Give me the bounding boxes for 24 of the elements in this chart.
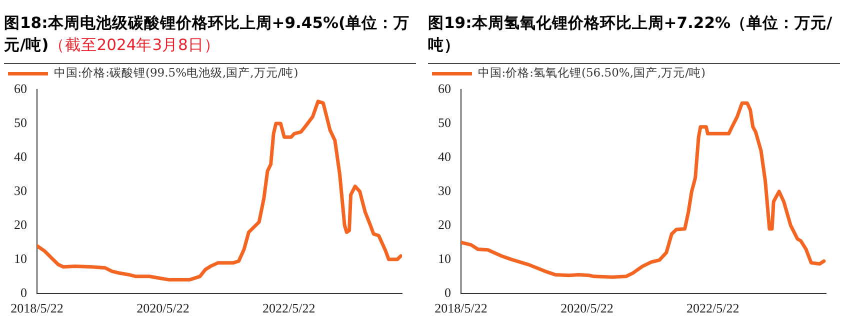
y-tick-label: 40 xyxy=(438,148,451,164)
y-tick-label: 0 xyxy=(444,284,451,300)
y-tick-label: 40 xyxy=(14,148,27,164)
x-tick-label: 2018/5/22 xyxy=(10,300,64,316)
y-tick-label: 10 xyxy=(438,250,451,266)
y-tick-label: 50 xyxy=(14,114,27,130)
y-tick-label: 0 xyxy=(20,284,27,300)
legend-label: 中国:价格:氢氧化锂(56.50%,国产,万元/吨) xyxy=(478,66,706,80)
legend-label: 中国:价格:碳酸锂(99.5%电池级,国产,万元/吨) xyxy=(54,66,298,80)
y-tick-label: 60 xyxy=(14,80,27,96)
x-tick-label: 2020/5/22 xyxy=(560,300,614,316)
x-tick-label: 2020/5/22 xyxy=(136,300,190,316)
y-tick-label: 20 xyxy=(438,216,451,232)
x-tick-label: 2022/5/22 xyxy=(686,300,740,316)
x-tick-label: 2018/5/22 xyxy=(434,300,488,316)
y-tick-label: 30 xyxy=(438,182,451,198)
chart-subtitle: （截至2024年3月8日） xyxy=(48,36,220,54)
x-tick-label: 2022/5/22 xyxy=(262,300,316,316)
y-tick-label: 20 xyxy=(14,216,27,232)
y-tick-label: 50 xyxy=(438,114,451,130)
y-tick-label: 30 xyxy=(14,182,27,198)
chart-title: 图19:本周氢氧化锂价格环比上周+7.22%（单位：万元/吨） xyxy=(428,12,840,64)
y-tick-label: 60 xyxy=(438,80,451,96)
y-tick-label: 10 xyxy=(14,250,27,266)
